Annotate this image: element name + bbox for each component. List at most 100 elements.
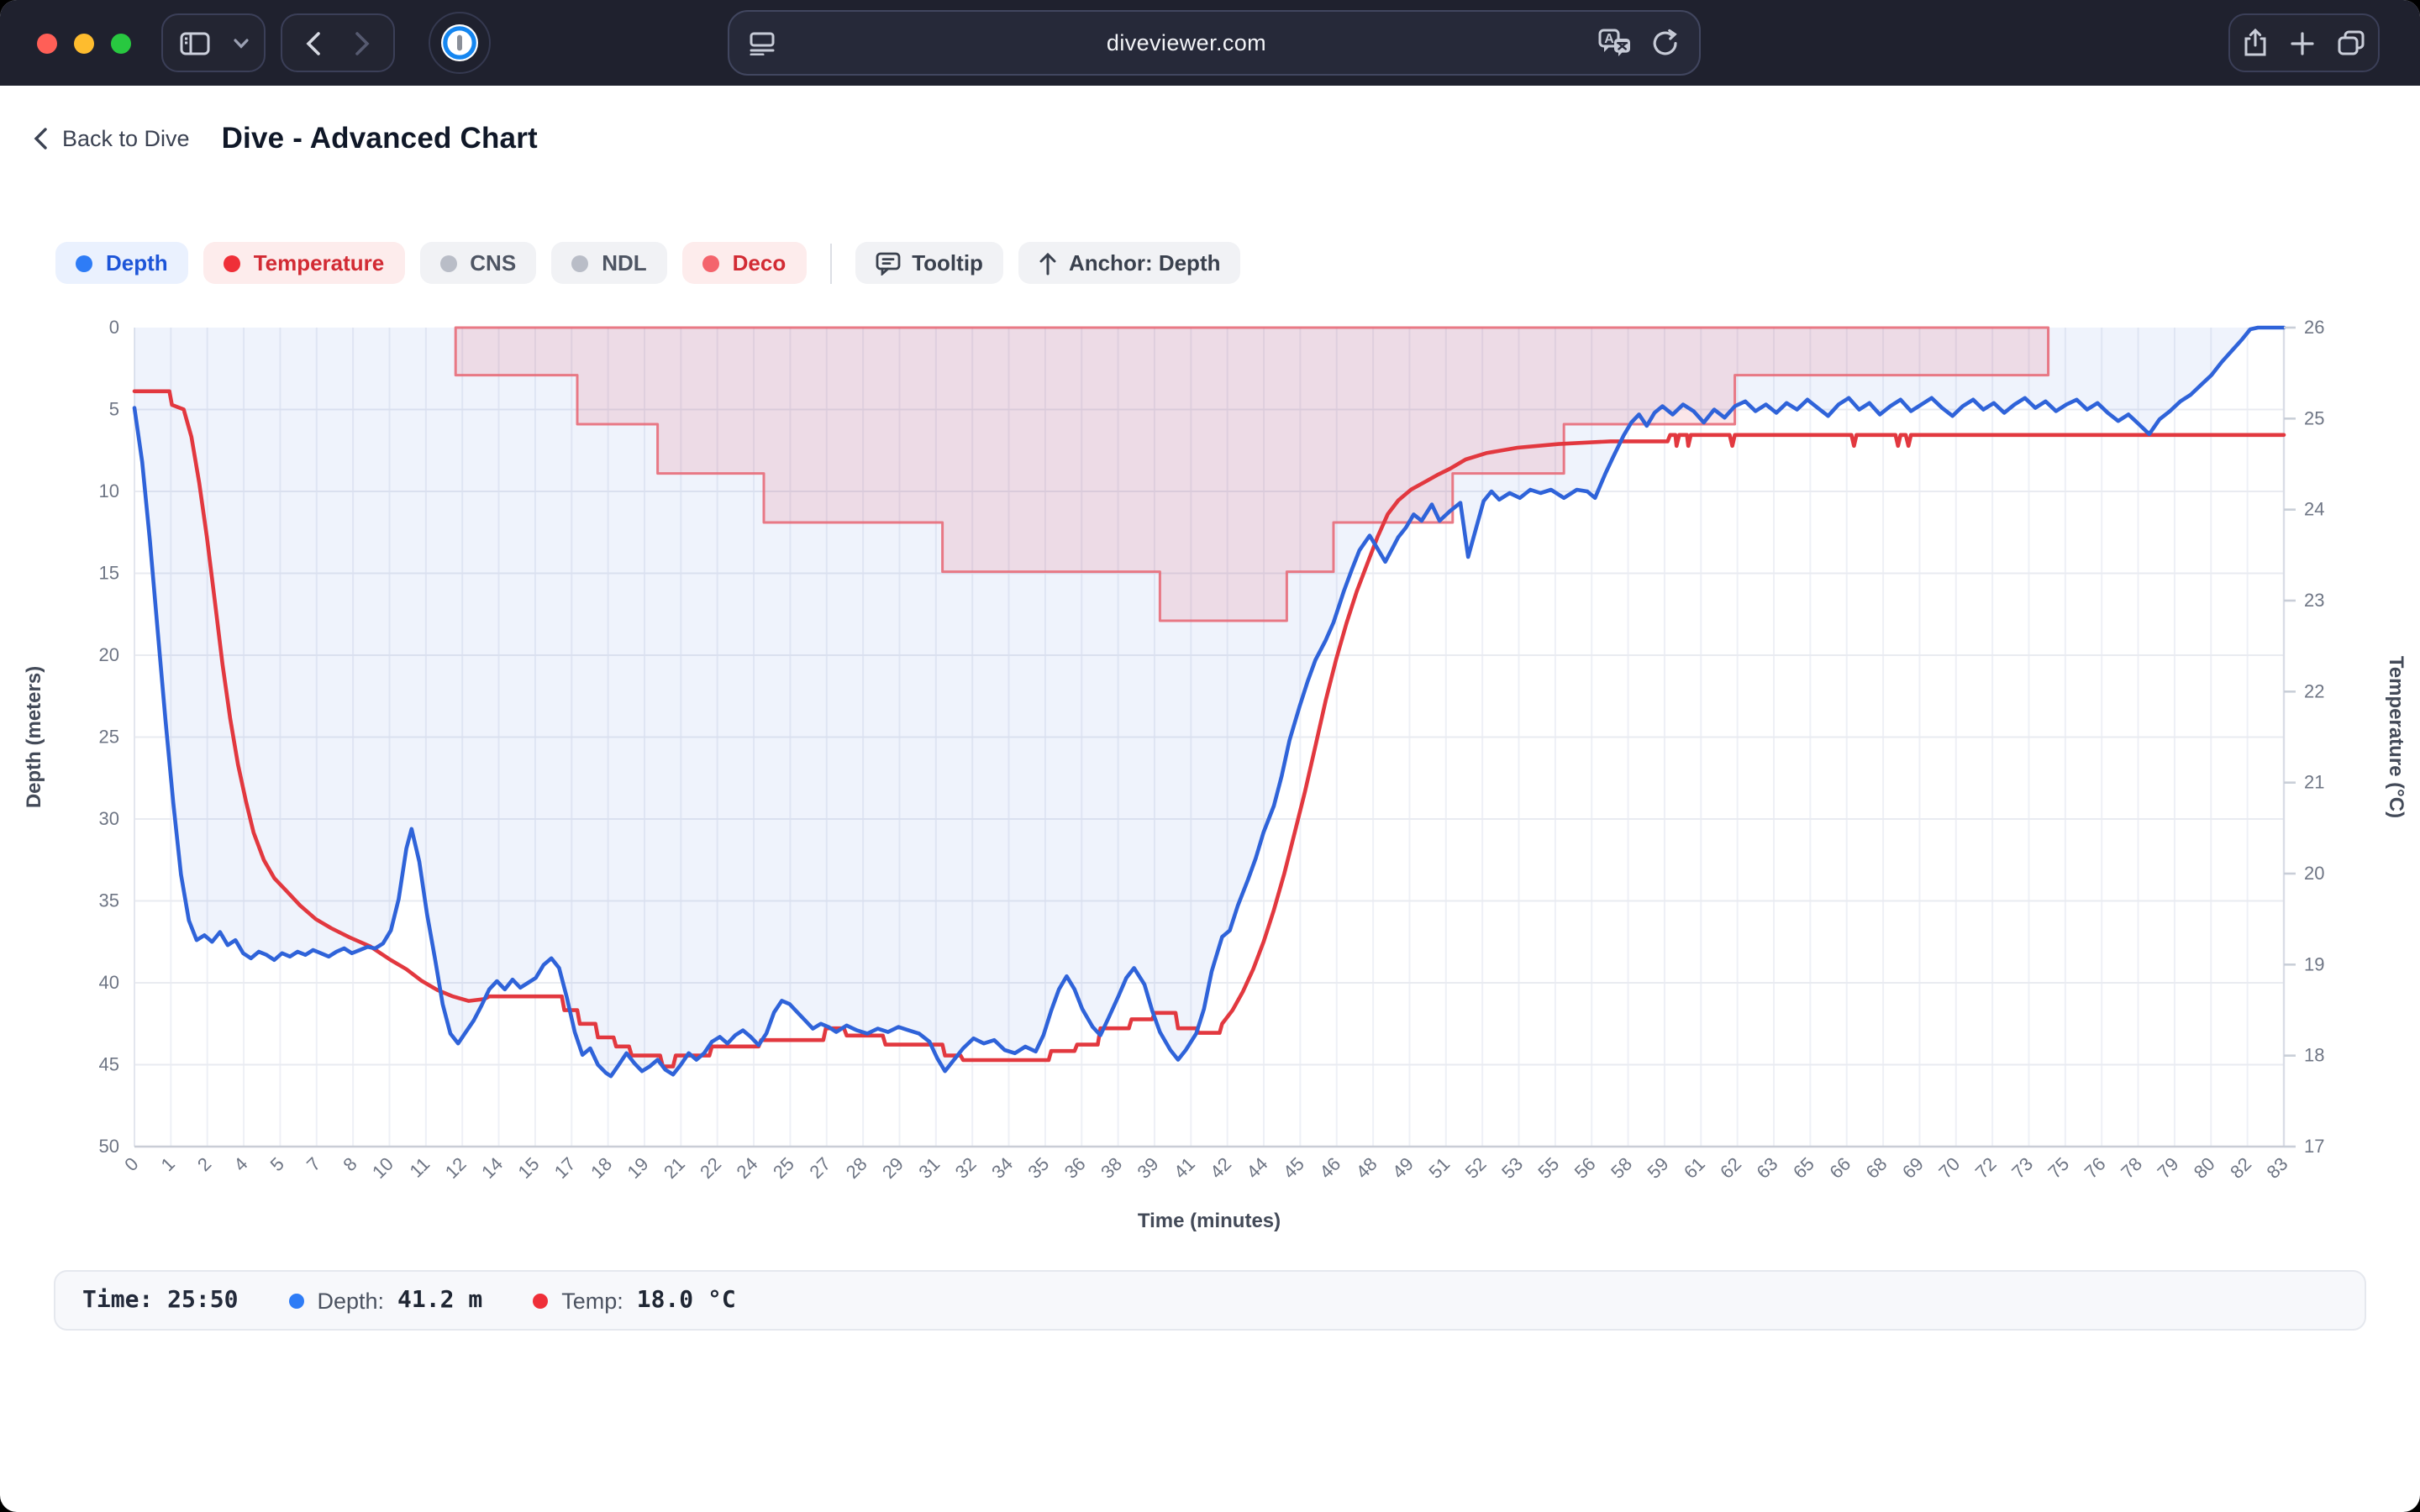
share-icon[interactable] [2244, 29, 2267, 57]
tab-overview-icon[interactable] [2338, 30, 2365, 55]
toggle-temperature[interactable]: Temperature [203, 242, 405, 284]
svg-text:7: 7 [302, 1153, 324, 1175]
depth-area [134, 328, 2284, 1077]
svg-text:8: 8 [339, 1153, 360, 1175]
toolbar-right-cluster [2228, 13, 2380, 72]
new-tab-icon[interactable] [2291, 31, 2314, 55]
toggle-cns[interactable]: CNS [419, 242, 537, 284]
status-temp: Temp: 18.0 °C [533, 1287, 736, 1314]
svg-text:50: 50 [99, 1136, 119, 1157]
svg-text:23: 23 [2304, 590, 2324, 611]
svg-text:82: 82 [2226, 1153, 2255, 1183]
svg-text:28: 28 [842, 1153, 871, 1183]
toggles-divider [829, 243, 832, 283]
zoom-window-button[interactable] [111, 33, 131, 53]
svg-text:40: 40 [99, 972, 119, 993]
svg-text:83: 83 [2263, 1153, 2292, 1183]
svg-text:4: 4 [229, 1153, 251, 1175]
temp-tick-labels: 26 25 24 23 22 21 20 19 18 17 [2284, 317, 2324, 1157]
arrow-up-icon [1039, 251, 1056, 275]
svg-text:53: 53 [1497, 1153, 1527, 1183]
svg-text:52: 52 [1461, 1153, 1491, 1183]
sidebar-toggle-button[interactable] [161, 13, 266, 72]
tooltip-toggle-label: Tooltip [912, 250, 983, 276]
status-bar: Time: 25:50 Depth: 41.2 m Temp: 18.0 °C [54, 1270, 2366, 1331]
toggle-cns-label: CNS [470, 250, 517, 276]
svg-text:0: 0 [120, 1153, 142, 1175]
svg-text:22: 22 [2304, 680, 2324, 701]
window-controls [37, 33, 131, 53]
forward-icon[interactable] [338, 31, 387, 55]
depth-dot-icon [76, 255, 92, 271]
svg-text:A: A [1604, 32, 1614, 46]
svg-text:58: 58 [1607, 1153, 1636, 1183]
svg-text:25: 25 [2304, 407, 2324, 428]
svg-text:35: 35 [1023, 1153, 1053, 1183]
svg-text:68: 68 [1862, 1153, 1891, 1183]
series-toggles: Depth Temperature CNS NDL Deco Tooltip [55, 242, 1241, 284]
anchor-mode-button[interactable]: Anchor: Depth [1018, 242, 1241, 284]
chart-svg[interactable]: 0510152025303540455026252423222120191817… [0, 316, 2420, 1257]
address-bar[interactable]: diveviewer.com A [728, 10, 1701, 76]
svg-text:20: 20 [99, 644, 119, 665]
back-link-label: Back to Dive [62, 125, 190, 150]
svg-text:Depth (meters): Depth (meters) [23, 666, 45, 808]
toggle-deco[interactable]: Deco [681, 242, 807, 284]
status-time: Time: 25:50 [82, 1287, 238, 1314]
toggle-depth[interactable]: Depth [55, 242, 188, 284]
onepassword-icon [440, 24, 479, 62]
svg-text:20: 20 [2304, 863, 2324, 884]
svg-text:39: 39 [1134, 1153, 1163, 1183]
page-layout-icon[interactable] [750, 31, 775, 55]
svg-text:55: 55 [1534, 1153, 1563, 1183]
back-icon[interactable] [289, 31, 338, 55]
minimize-window-button[interactable] [74, 33, 94, 53]
svg-text:49: 49 [1388, 1153, 1418, 1183]
toggle-temperature-label: Temperature [253, 250, 385, 276]
svg-text:19: 19 [2304, 953, 2324, 974]
svg-text:70: 70 [1934, 1153, 1964, 1183]
toggle-deco-label: Deco [732, 250, 786, 276]
svg-text:15: 15 [99, 563, 119, 584]
svg-text:21: 21 [2304, 772, 2324, 793]
svg-text:35: 35 [99, 890, 119, 911]
toggle-depth-label: Depth [106, 250, 168, 276]
grid-horizontal [134, 408, 2284, 1066]
svg-text:26: 26 [2304, 317, 2324, 338]
svg-text:41: 41 [1170, 1153, 1199, 1183]
status-temp-value: 18.0 °C [636, 1287, 736, 1314]
svg-text:45: 45 [99, 1054, 119, 1075]
svg-text:31: 31 [914, 1153, 944, 1183]
anchor-mode-label: Anchor: Depth [1068, 250, 1221, 276]
depth-tick-labels: 0 5 10 15 20 25 30 35 40 45 50 [99, 317, 119, 1157]
svg-text:66: 66 [1825, 1153, 1854, 1183]
svg-text:10: 10 [368, 1153, 397, 1183]
chevron-left-icon [34, 127, 47, 149]
url-text: diveviewer.com [1106, 30, 1267, 55]
sidebar-icon [179, 31, 209, 55]
reload-icon[interactable] [1652, 29, 1679, 57]
svg-text:42: 42 [1206, 1153, 1235, 1183]
translate-icon[interactable]: A [1598, 29, 1632, 57]
onepassword-extension-button[interactable] [429, 12, 491, 74]
depth-line [132, 325, 2286, 1079]
toggle-ndl[interactable]: NDL [551, 242, 667, 284]
svg-text:10: 10 [99, 480, 119, 501]
page-title: Dive - Advanced Chart [221, 120, 538, 154]
svg-text:12: 12 [441, 1153, 471, 1183]
svg-text:5: 5 [266, 1153, 288, 1175]
svg-text:27: 27 [805, 1153, 834, 1183]
svg-text:59: 59 [1644, 1153, 1673, 1183]
svg-text:61: 61 [1680, 1153, 1709, 1183]
temp-dot-icon [533, 1293, 549, 1308]
status-depth-value: 41.2 m [397, 1287, 483, 1314]
tooltip-toggle-button[interactable]: Tooltip [855, 242, 1003, 284]
svg-text:17: 17 [2304, 1136, 2324, 1157]
back-to-dive-link[interactable]: Back to Dive [34, 125, 190, 150]
close-window-button[interactable] [37, 33, 57, 53]
svg-text:15: 15 [514, 1153, 544, 1183]
svg-text:72: 72 [1971, 1153, 2001, 1183]
svg-text:22: 22 [696, 1153, 725, 1183]
status-time-label: Time: [82, 1287, 168, 1314]
